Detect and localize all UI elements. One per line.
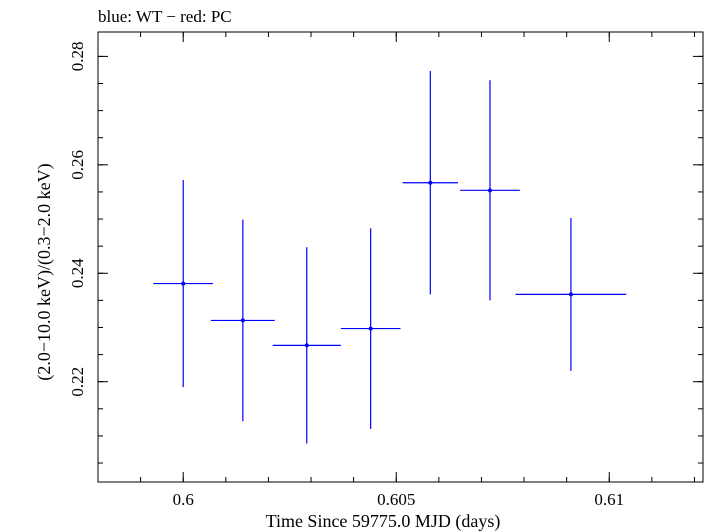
y-axis-label: (2.0−10.0 keV)/(0.3−2.0 keV) xyxy=(34,163,55,380)
y-tick-label: 0.26 xyxy=(68,150,87,180)
point-marker xyxy=(368,326,373,331)
y-tick-label: 0.28 xyxy=(68,42,87,72)
point-marker xyxy=(240,318,245,323)
point-marker xyxy=(487,188,492,193)
data-points xyxy=(153,71,627,444)
point-marker xyxy=(568,292,573,297)
x-tick-label: 0.61 xyxy=(594,490,624,509)
data-point xyxy=(153,180,214,388)
data-point xyxy=(340,228,401,429)
chart-title: blue: WT − red: PC xyxy=(98,7,232,26)
point-marker xyxy=(428,180,433,185)
data-point xyxy=(515,217,627,371)
data-point xyxy=(402,71,459,295)
tick-labels: 0.6 0.605 0.61 0.22 0.24 0.26 0.28 xyxy=(68,42,624,509)
x-axis-label: Time Since 59775.0 MJD (days) xyxy=(266,511,501,532)
point-marker xyxy=(181,281,186,286)
x-tick-label: 0.6 xyxy=(173,490,194,509)
point-marker xyxy=(304,343,309,348)
y-tick-label: 0.24 xyxy=(68,258,87,288)
data-point xyxy=(272,247,341,444)
plot-frame xyxy=(97,31,704,483)
axis-ticks xyxy=(97,32,703,482)
data-point xyxy=(460,80,520,301)
data-point xyxy=(210,219,275,422)
y-tick-label: 0.22 xyxy=(68,367,87,397)
x-tick-label: 0.605 xyxy=(377,490,415,509)
